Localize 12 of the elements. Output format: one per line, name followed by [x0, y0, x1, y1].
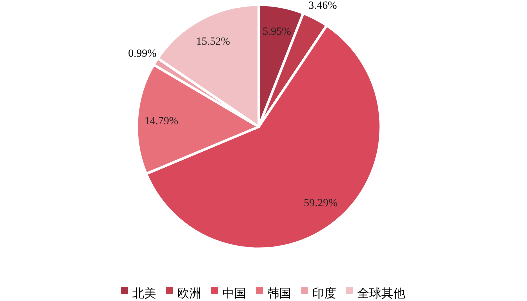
- data-label: 3.46%: [308, 0, 338, 12]
- data-label: 14.79%: [144, 115, 179, 128]
- data-label: 15.52%: [196, 36, 230, 48]
- legend-label: 印度: [312, 286, 336, 300]
- data-label: 0.99%: [128, 48, 157, 60]
- legend-label: 欧洲: [178, 286, 202, 300]
- legend-label: 北美: [132, 286, 156, 300]
- data-label: 59.29%: [304, 197, 338, 210]
- legend-label: 中国: [222, 286, 246, 300]
- legend-label: 韩国: [268, 286, 292, 300]
- legend-label: 全球其他: [358, 286, 406, 300]
- data-label: 5.95%: [262, 26, 292, 38]
